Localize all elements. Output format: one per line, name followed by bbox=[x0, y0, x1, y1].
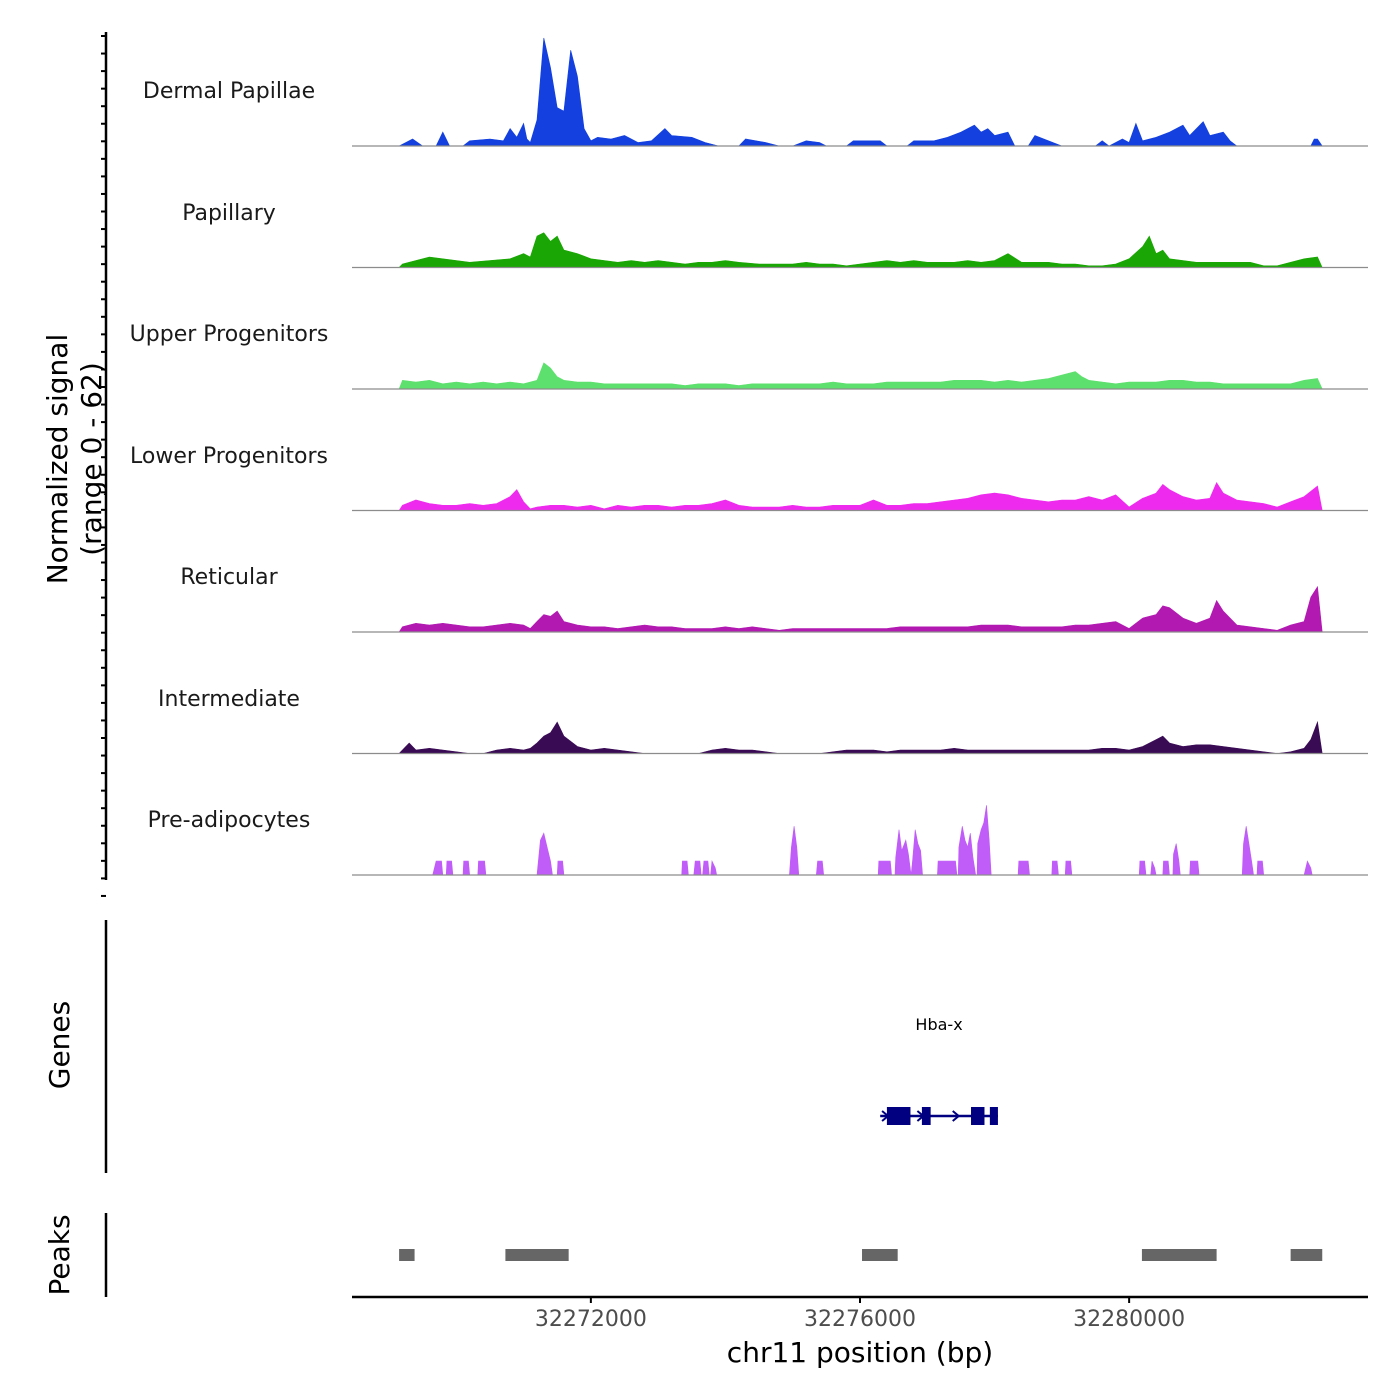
left-axis-lines bbox=[101, 32, 108, 1297]
x-tick-label: 32272000 bbox=[534, 1307, 647, 1332]
signal-area-lower-progenitors bbox=[398, 481, 1323, 511]
strand-arrow-icon bbox=[916, 1110, 925, 1122]
signal-area-dermal-papillae bbox=[398, 37, 1323, 147]
track-label-intermediate: Intermediate bbox=[158, 686, 300, 712]
gene-exon bbox=[971, 1107, 985, 1125]
track-label-lower-progenitors: Lower Progenitors bbox=[130, 443, 328, 469]
track-label-dermal-papillae: Dermal Papillae bbox=[142, 79, 316, 104]
x-tick-label: 32280000 bbox=[1073, 1307, 1186, 1332]
peak-region bbox=[1290, 1249, 1323, 1261]
peak-track bbox=[399, 1249, 1323, 1261]
x-axis-title: chr11 position (bp) bbox=[726, 1336, 994, 1369]
peak-region bbox=[862, 1249, 898, 1261]
signal-tracks bbox=[352, 37, 1368, 876]
track-label-pre-adipocytes: Pre-adipocytes bbox=[147, 808, 311, 833]
signal-area-upper-progenitors bbox=[398, 362, 1323, 390]
gene-exon bbox=[989, 1107, 998, 1125]
signal-area-intermediate bbox=[398, 720, 1323, 754]
gene-label-hba-x: Hba-x bbox=[915, 1015, 963, 1034]
peak-region bbox=[1141, 1249, 1217, 1261]
peaks-axis-title: Peaks bbox=[43, 1214, 76, 1296]
gene-exon bbox=[886, 1107, 911, 1125]
genes-axis-title: Genes bbox=[43, 1000, 76, 1090]
peak-region bbox=[399, 1249, 415, 1261]
signal-area-pre-adipocytes bbox=[399, 805, 1323, 876]
peak-region bbox=[505, 1249, 569, 1261]
gene-track bbox=[880, 1107, 998, 1125]
track-label-papillary: Papillary bbox=[182, 200, 276, 226]
y-axis-title-line1: Normalized signal bbox=[41, 333, 74, 585]
strand-arrow-icon bbox=[881, 1110, 890, 1122]
signal-area-reticular bbox=[398, 585, 1323, 633]
track-label-upper-progenitors: Upper Progenitors bbox=[129, 322, 329, 347]
track-label-reticular: Reticular bbox=[180, 565, 278, 590]
y-axis-title-line2: (range 0 - 62) bbox=[75, 362, 108, 556]
strand-arrow-icon bbox=[952, 1110, 961, 1122]
signal-area-papillary bbox=[398, 232, 1323, 268]
x-tick-label: 32276000 bbox=[804, 1307, 916, 1332]
gene-exon bbox=[921, 1107, 931, 1125]
x-axis bbox=[352, 1295, 1368, 1303]
y-axis-title: Normalized signal (range 0 - 62) bbox=[41, 289, 109, 629]
